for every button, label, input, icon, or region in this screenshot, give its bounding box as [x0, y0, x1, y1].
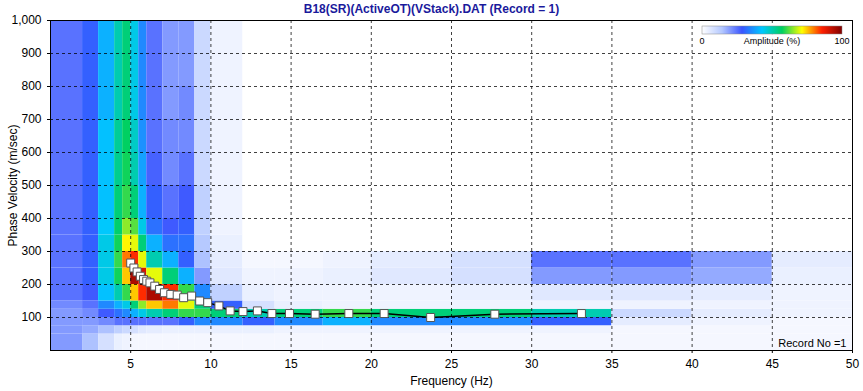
svg-text:15: 15 [284, 357, 298, 371]
svg-text:400: 400 [21, 211, 41, 225]
svg-text:Record No =1: Record No =1 [778, 337, 846, 349]
svg-text:10: 10 [204, 357, 218, 371]
svg-text:800: 800 [21, 79, 41, 93]
svg-text:Amplitude (%): Amplitude (%) [744, 36, 801, 46]
html-text:B18(SR)(ActiveOT)(VStack).DAT: B18(SR)(ActiveOT)(VStack).DAT (Record = … [303, 2, 560, 16]
svg-text:900: 900 [21, 46, 41, 60]
svg-text:25: 25 [445, 357, 459, 371]
svg-text:100: 100 [834, 36, 849, 46]
svg-text:0: 0 [699, 36, 704, 46]
svg-text:20: 20 [365, 357, 379, 371]
svg-text:200: 200 [21, 277, 41, 291]
svg-text:5: 5 [127, 357, 134, 371]
svg-text:40: 40 [685, 357, 699, 371]
svg-text:35: 35 [605, 357, 619, 371]
svg-text:100: 100 [21, 310, 41, 324]
svg-text:Frequency (Hz): Frequency (Hz) [410, 374, 493, 388]
svg-text:50: 50 [846, 357, 860, 371]
svg-text:30: 30 [525, 357, 539, 371]
svg-text:45: 45 [766, 357, 780, 371]
svg-text:700: 700 [21, 112, 41, 126]
svg-text:Phase Velocity (m/sec): Phase Velocity (m/sec) [6, 124, 20, 246]
svg-text:1,000: 1,000 [11, 13, 41, 27]
svg-text:600: 600 [21, 145, 41, 159]
svg-text:300: 300 [21, 244, 41, 258]
svg-text:500: 500 [21, 178, 41, 192]
